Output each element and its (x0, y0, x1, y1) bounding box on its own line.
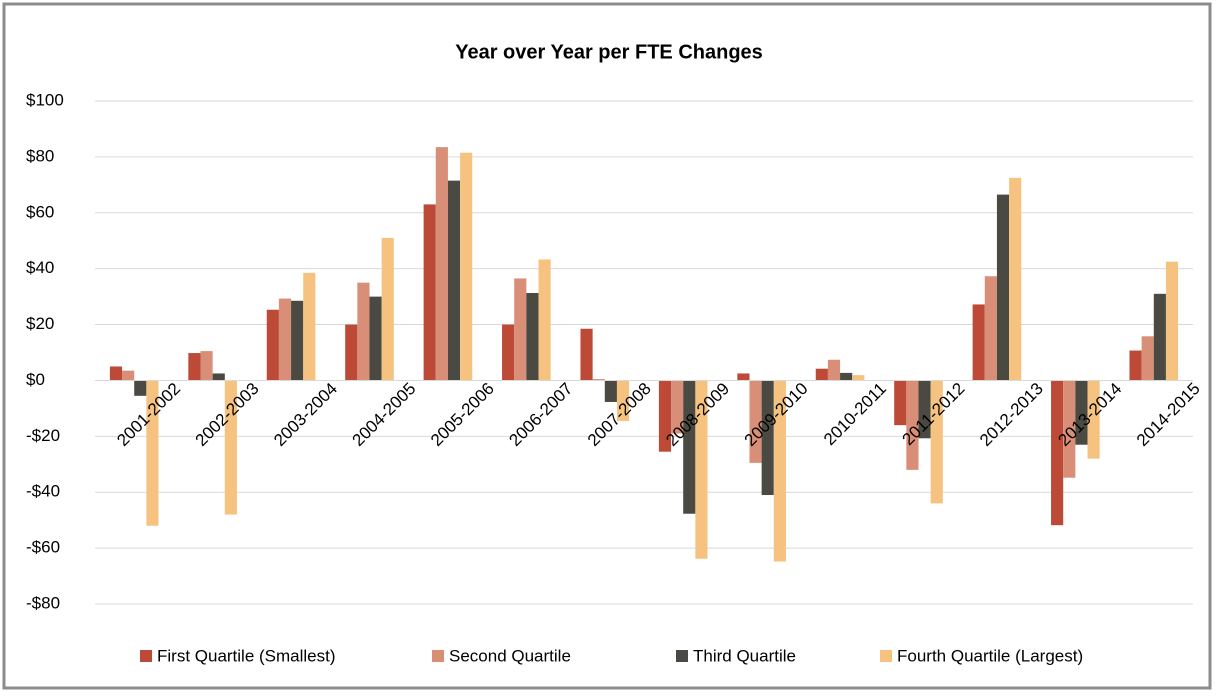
bar (200, 351, 213, 381)
y-tick-label: $80 (26, 146, 54, 165)
bar (827, 359, 841, 381)
chart-title: Year over Year per FTE Changes (455, 41, 763, 63)
bar (381, 237, 394, 381)
bar (345, 324, 358, 381)
bar (526, 292, 539, 381)
y-tick-label: $60 (26, 202, 54, 221)
bar (658, 380, 672, 452)
bar (447, 180, 461, 381)
bar (1153, 293, 1166, 381)
bar (266, 309, 279, 381)
bar (616, 380, 630, 421)
legend-label: Fourth Quartile (Largest) (897, 646, 1083, 665)
bar (1087, 380, 1100, 459)
bar (580, 328, 593, 381)
bar (761, 380, 774, 496)
y-tick-label: $0 (26, 370, 45, 389)
bar (984, 276, 997, 381)
bar (278, 298, 292, 381)
bar (357, 282, 370, 381)
bar (852, 375, 865, 381)
bar (906, 380, 919, 470)
y-tick-label: -$60 (26, 538, 60, 557)
y-tick-label: $20 (26, 314, 54, 333)
y-tick-label: -$40 (26, 482, 60, 501)
bar (224, 380, 237, 515)
bar (1141, 336, 1154, 381)
bar (146, 380, 159, 526)
bar (894, 380, 907, 426)
bar (996, 194, 1010, 381)
legend-swatch (880, 650, 892, 662)
bar (930, 380, 943, 504)
legend-label: Third Quartile (693, 646, 796, 665)
bar (1009, 177, 1022, 381)
bar (188, 353, 201, 381)
bar (918, 380, 931, 439)
bar (109, 366, 123, 381)
y-tick-label: $100 (26, 90, 64, 109)
y-tick-label: -$20 (26, 426, 60, 445)
y-tick-label: -$80 (26, 593, 60, 612)
bar (749, 380, 762, 463)
bar (737, 373, 750, 381)
bar (291, 300, 304, 381)
bar (592, 379, 605, 381)
bar (538, 259, 551, 381)
bar (1051, 380, 1064, 526)
bar (815, 368, 828, 381)
bar (972, 304, 985, 381)
bar (460, 152, 473, 381)
bar (134, 380, 147, 396)
bar (604, 380, 617, 402)
bar (840, 372, 853, 381)
bar (695, 380, 708, 559)
bar (212, 373, 225, 381)
legend-swatch (140, 650, 152, 662)
legend-label: Second Quartile (449, 646, 571, 665)
bar (683, 380, 696, 514)
y-tick-label: $40 (26, 258, 54, 277)
bar (303, 272, 316, 381)
chart-frame (2, 2, 1212, 690)
legend-swatch (432, 650, 444, 662)
bar (1129, 350, 1142, 381)
bar (435, 147, 448, 381)
bar (369, 296, 382, 381)
bar (1165, 261, 1179, 381)
bar (1063, 380, 1076, 478)
bar (502, 324, 515, 381)
legend-swatch (676, 650, 688, 662)
legend-label: First Quartile (Smallest) (157, 646, 336, 665)
bar (514, 278, 527, 381)
bar (773, 380, 786, 562)
bar (423, 204, 436, 381)
bar (122, 370, 135, 381)
bar (671, 380, 684, 434)
bar (1075, 380, 1088, 445)
